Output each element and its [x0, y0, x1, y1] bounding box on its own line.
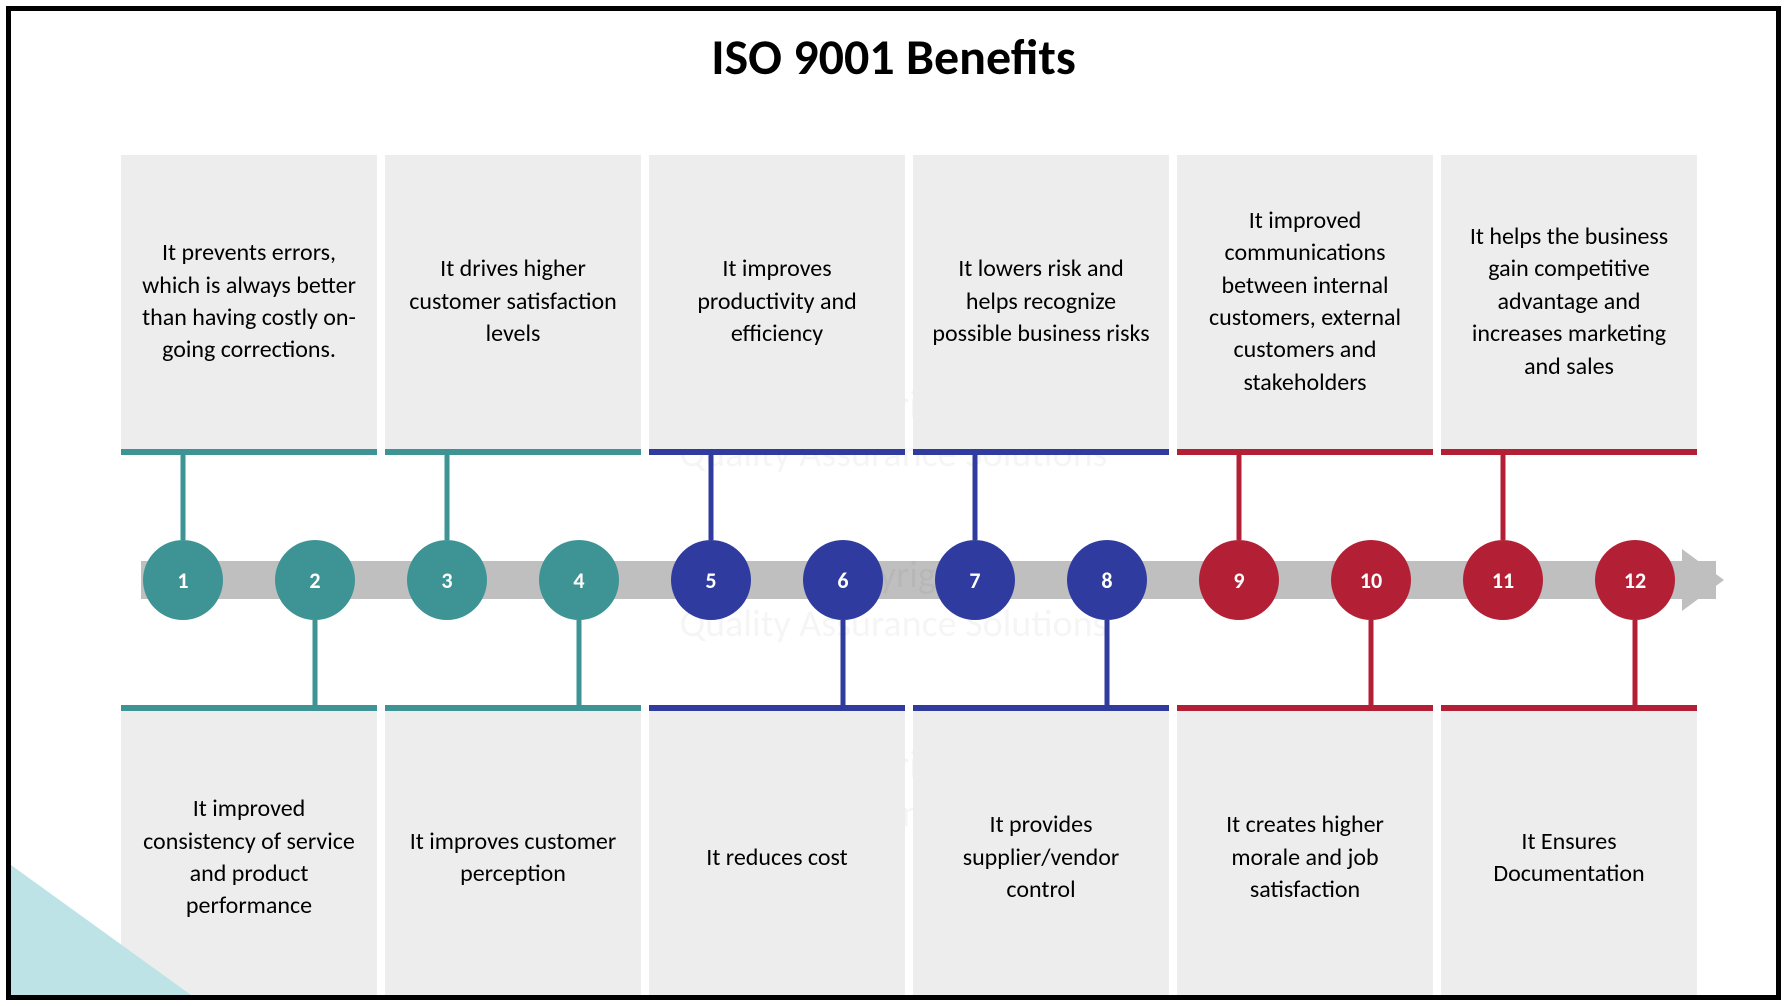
node-label: 12 [1624, 567, 1646, 594]
node-label: 3 [441, 567, 452, 594]
timeline-node-8: 8 [1067, 540, 1147, 620]
node-label: 1 [177, 567, 188, 594]
node-label: 10 [1360, 567, 1382, 594]
timeline-node-5: 5 [671, 540, 751, 620]
benefit-text: It creates higher morale and job satisfa… [1195, 809, 1415, 906]
node-label: 7 [969, 567, 980, 594]
benefit-box-6: It reduces cost [649, 705, 905, 1000]
benefit-text: It provides supplier/vendor control [931, 809, 1151, 906]
timeline-node-1: 1 [143, 540, 223, 620]
timeline: Copyright Quality Assurance SolutionsCop… [71, 131, 1716, 965]
node-label: 8 [1101, 567, 1112, 594]
connector-8 [1105, 620, 1110, 705]
benefit-text: It improves productivity and efficiency [667, 253, 887, 350]
node-label: 5 [705, 567, 716, 594]
connector-7 [973, 455, 978, 540]
benefit-text: It lowers risk and helps recognize possi… [931, 253, 1151, 350]
node-label: 4 [573, 567, 584, 594]
benefit-box-12: It Ensures Documentation [1441, 705, 1697, 1000]
corner-decoration [11, 865, 191, 995]
timeline-arrowhead [1682, 549, 1724, 611]
benefit-text: It helps the business gain competitive a… [1459, 221, 1679, 383]
node-label: 6 [837, 567, 848, 594]
benefit-box-8: It provides supplier/vendor control [913, 705, 1169, 1000]
benefit-text: It improved communications between inter… [1195, 205, 1415, 399]
timeline-node-3: 3 [407, 540, 487, 620]
connector-10 [1369, 620, 1374, 705]
connector-3 [445, 455, 450, 540]
connector-6 [841, 620, 846, 705]
slide-frame: ISO 9001 Benefits Copyright Quality Assu… [6, 6, 1781, 1000]
benefit-text: It improves customer perception [403, 826, 623, 891]
benefit-box-11: It helps the business gain competitive a… [1441, 155, 1697, 455]
benefit-box-7: It lowers risk and helps recognize possi… [913, 155, 1169, 455]
node-label: 11 [1492, 567, 1514, 594]
benefit-text: It drives higher customer satisfaction l… [403, 253, 623, 350]
connector-4 [577, 620, 582, 705]
timeline-node-6: 6 [803, 540, 883, 620]
timeline-node-4: 4 [539, 540, 619, 620]
benefit-box-9: It improved communications between inter… [1177, 155, 1433, 455]
node-label: 2 [309, 567, 320, 594]
benefit-text: It reduces cost [706, 842, 847, 874]
connector-1 [181, 455, 186, 540]
node-label: 9 [1233, 567, 1244, 594]
benefit-box-5: It improves productivity and efficiency [649, 155, 905, 455]
connector-11 [1501, 455, 1506, 540]
page-title: ISO 9001 Benefits [11, 27, 1776, 88]
timeline-node-9: 9 [1199, 540, 1279, 620]
timeline-node-7: 7 [935, 540, 1015, 620]
timeline-node-11: 11 [1463, 540, 1543, 620]
benefit-text: It prevents errors, which is always bett… [139, 237, 359, 367]
benefit-box-1: It prevents errors, which is always bett… [121, 155, 377, 455]
timeline-node-2: 2 [275, 540, 355, 620]
connector-5 [709, 455, 714, 540]
timeline-node-10: 10 [1331, 540, 1411, 620]
benefit-text: It Ensures Documentation [1459, 826, 1679, 891]
benefit-box-4: It improves customer perception [385, 705, 641, 1000]
benefit-box-10: It creates higher morale and job satisfa… [1177, 705, 1433, 1000]
benefit-box-3: It drives higher customer satisfaction l… [385, 155, 641, 455]
timeline-node-12: 12 [1595, 540, 1675, 620]
connector-9 [1237, 455, 1242, 540]
connector-12 [1633, 620, 1638, 705]
connector-2 [313, 620, 318, 705]
